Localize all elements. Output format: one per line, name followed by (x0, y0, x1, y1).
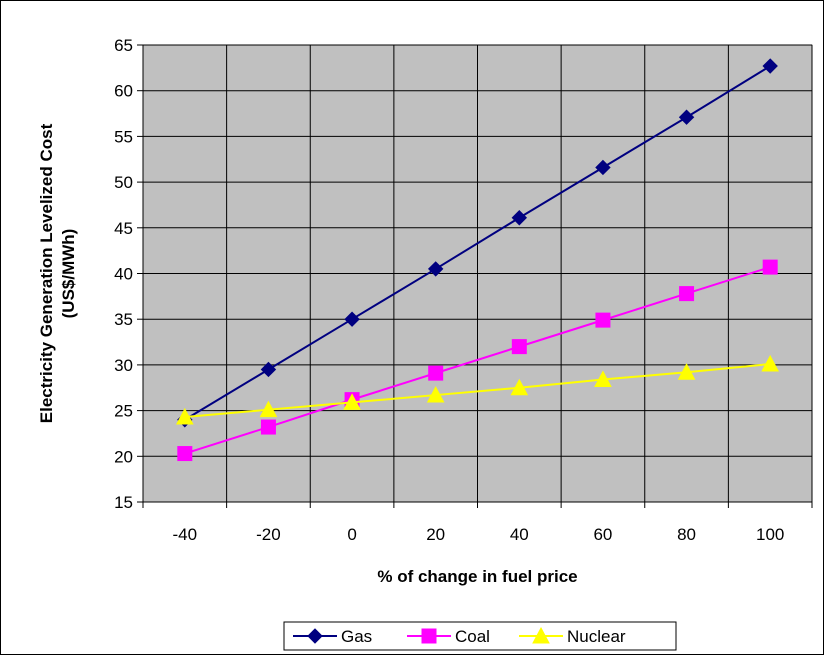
series-line-nuclear (184, 362, 771, 418)
data-point-nuclear (594, 370, 612, 388)
x-tick-label: 100 (756, 525, 784, 544)
data-point-coal (428, 365, 444, 381)
x-tick-label: 0 (347, 525, 356, 544)
y-axis-title-line-2: (US$/MWh) (59, 229, 78, 319)
y-tick-label: 35 (114, 310, 133, 329)
x-tick-label: 80 (677, 525, 696, 544)
legend: Gas Coal Nuclear (283, 621, 677, 651)
legend-marker-gas (307, 628, 323, 644)
data-point-gas (260, 361, 277, 378)
data-point-nuclear (343, 393, 361, 410)
data-point-gas (427, 261, 444, 277)
legend-label-coal: Coal (455, 627, 490, 646)
legend-marker-coal (421, 628, 437, 644)
y-axis-title-line-1: Electricity Generation Levelized Cost (37, 123, 56, 423)
y-tick-label: 40 (114, 265, 133, 284)
legend-item-nuclear: Nuclear (519, 626, 626, 646)
y-tick-label: 15 (114, 493, 133, 512)
data-point-nuclear (426, 385, 445, 403)
legend-label-nuclear: Nuclear (567, 627, 626, 646)
y-tick-label: 25 (114, 402, 133, 421)
gridlines (142, 44, 813, 503)
legend-frame (283, 621, 677, 651)
axes: 15 20 25 30 35 40 45 50 55 60 65 -40 -20 0 20 40 60 80 100 (114, 36, 813, 544)
y-tick-label: 60 (114, 82, 133, 101)
data-point-nuclear (677, 363, 696, 380)
y-tick-label: 30 (114, 356, 133, 375)
legend-marker-nuclear (532, 626, 550, 644)
x-tick-label: -20 (256, 525, 281, 544)
data-point-coal (762, 259, 778, 275)
series-nuclear (175, 354, 780, 425)
data-point-coal (679, 286, 695, 302)
series-line-gas (184, 65, 771, 421)
x-tick-label: -40 (173, 525, 198, 544)
data-point-coal (595, 312, 611, 328)
data-point-nuclear (510, 378, 529, 396)
x-axis-title: % of change in fuel price (377, 567, 577, 586)
series-layer (175, 58, 780, 462)
data-point-gas (595, 159, 611, 176)
data-point-gas (511, 210, 528, 226)
x-tick-label: 60 (593, 525, 612, 544)
y-tick-label: 65 (114, 36, 133, 55)
series-line-coal (184, 266, 771, 455)
data-point-coal (177, 446, 193, 462)
x-tick-label: 40 (510, 525, 529, 544)
data-point-coal (260, 419, 276, 435)
data-point-coal (511, 339, 527, 355)
data-point-nuclear (175, 407, 194, 425)
data-point-gas (344, 311, 360, 327)
y-tick-label: 45 (114, 219, 133, 238)
legend-item-gas: Gas (293, 627, 372, 646)
y-tick-label: 55 (114, 127, 133, 146)
legend-label-gas: Gas (341, 627, 372, 646)
y-tick-label: 20 (114, 447, 133, 466)
x-tick-label: 20 (426, 525, 445, 544)
data-point-nuclear (761, 354, 780, 372)
y-tick-label: 50 (114, 173, 133, 192)
data-point-nuclear (259, 400, 278, 418)
data-point-gas (762, 58, 778, 74)
data-point-gas (678, 109, 695, 125)
legend-item-coal: Coal (407, 627, 490, 646)
